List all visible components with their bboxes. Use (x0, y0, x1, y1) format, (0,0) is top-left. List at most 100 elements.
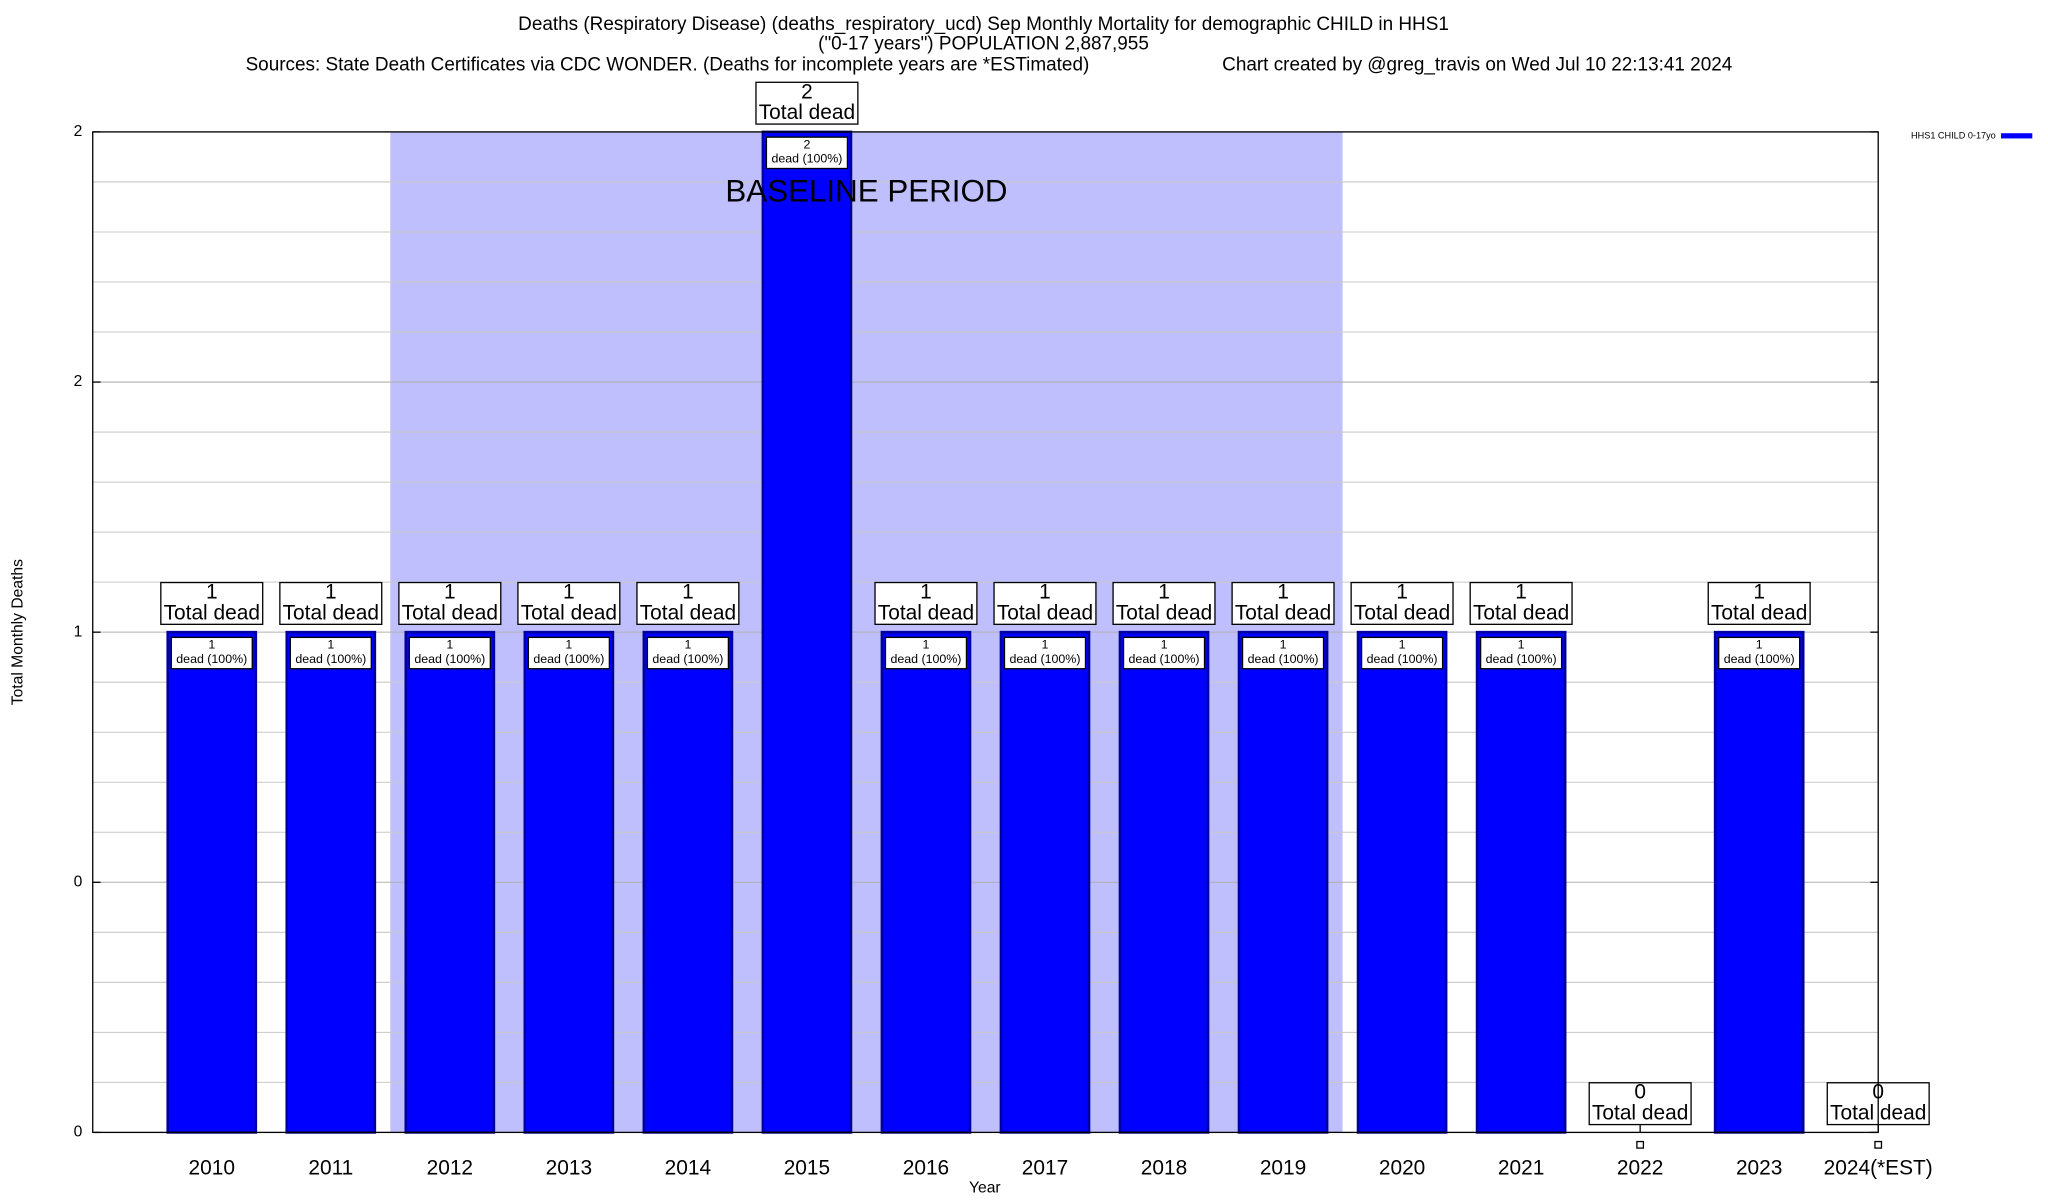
bar (523, 630, 615, 1134)
bar (404, 630, 496, 1134)
share-label-box (1241, 636, 1325, 670)
x-tick-label: 2015 (784, 1156, 830, 1179)
bar (1356, 630, 1448, 1134)
x-tick-label: 2016 (903, 1156, 949, 1179)
total-value-label: 1 (1515, 580, 1527, 603)
y-tick-label: 0 (74, 873, 83, 890)
total-label-box (993, 581, 1097, 625)
share-label: dead (100%) (414, 652, 485, 666)
bar (1713, 630, 1805, 1134)
share-label-box (289, 636, 372, 670)
share-label-box (527, 636, 611, 670)
share-value-label: 1 (1042, 638, 1049, 652)
total-value-label: 1 (1396, 580, 1408, 603)
share-label-box (765, 136, 849, 170)
chart-subtitle: ("0-17 years") POPULATION 2,887,955 (818, 33, 1149, 54)
chart-title: Deaths (Respiratory Disease) (deaths_res… (518, 14, 1449, 35)
legend-swatch (2000, 133, 2033, 139)
x-tick-label: 2022 (1617, 1156, 1663, 1179)
share-value-label: 1 (923, 638, 930, 652)
total-value-label: 0 (1634, 1081, 1646, 1104)
total-value-label: 1 (444, 580, 456, 603)
share-label: dead (100%) (533, 652, 604, 666)
x-tick-label: 2024(*EST) (1824, 1156, 1933, 1179)
chart-credit: Chart created by @greg_travis on Wed Jul… (1222, 54, 1732, 75)
share-value-label: 1 (684, 638, 691, 652)
x-tick-label: 2023 (1736, 1156, 1782, 1179)
bar (1874, 1140, 1883, 1149)
y-axis-label: Total Monthly Deaths (9, 559, 26, 705)
x-tick-label: 2014 (665, 1156, 711, 1179)
total-label: Total dead (759, 101, 855, 124)
chart-source: Sources: State Death Certificates via CD… (246, 54, 1090, 75)
x-axis-label: Year (969, 1180, 1001, 1197)
share-label-box (1718, 636, 1801, 670)
share-label: dead (100%) (1367, 652, 1438, 666)
share-label: dead (100%) (1486, 652, 1557, 666)
total-label-box (1707, 581, 1811, 625)
total-label-box (755, 81, 859, 125)
total-label-box (1350, 581, 1454, 625)
share-label: dead (100%) (1724, 652, 1795, 666)
share-value-label: 1 (565, 638, 572, 652)
share-label-box (408, 636, 491, 670)
total-label: Total dead (283, 601, 379, 624)
bar (999, 630, 1091, 1134)
bar (1475, 630, 1567, 1134)
total-label-box (517, 581, 621, 625)
bar (1118, 630, 1210, 1134)
share-label-box (170, 636, 253, 670)
total-label-box (1231, 581, 1335, 625)
total-label: Total dead (1354, 601, 1450, 624)
share-value-label: 1 (1399, 638, 1406, 652)
x-tick-label: 2013 (546, 1156, 592, 1179)
bar (880, 630, 972, 1134)
share-label-box (1122, 636, 1206, 670)
total-label-box (160, 581, 264, 625)
total-value-label: 2 (801, 80, 813, 103)
x-tick-label: 2017 (1022, 1156, 1068, 1179)
y-tick-label: 2 (74, 373, 83, 390)
total-label: Total dead (164, 601, 260, 624)
x-tick-label: 2010 (189, 1156, 235, 1179)
bar (285, 630, 377, 1134)
total-label-box (398, 581, 502, 625)
total-label: Total dead (402, 601, 498, 624)
share-label-box (884, 636, 968, 670)
y-tick-label: 0 (74, 1124, 83, 1141)
total-label: Total dead (521, 601, 617, 624)
share-value-label: 1 (1280, 638, 1287, 652)
total-value-label: 1 (563, 580, 575, 603)
total-value-label: 1 (1753, 580, 1765, 603)
share-label: dead (100%) (652, 652, 723, 666)
share-value-label: 1 (1518, 638, 1525, 652)
bar (166, 630, 258, 1134)
total-value-label: 1 (682, 580, 694, 603)
total-label: Total dead (1116, 601, 1212, 624)
total-value-label: 1 (920, 580, 932, 603)
x-tick-label: 2020 (1379, 1156, 1425, 1179)
plot-frame (92, 131, 1879, 1134)
share-label: dead (100%) (176, 652, 247, 666)
share-label-box (1479, 636, 1563, 670)
share-value-label: 1 (208, 638, 215, 652)
share-label: dead (100%) (1010, 652, 1081, 666)
total-label-box (636, 581, 740, 625)
total-label: Total dead (997, 601, 1093, 624)
total-value-label: 1 (206, 580, 218, 603)
share-value-label: 1 (446, 638, 453, 652)
y-tick-label: 1 (74, 623, 83, 640)
baseline-label: BASELINE PERIOD (725, 174, 1007, 209)
share-label: dead (100%) (1129, 652, 1200, 666)
total-value-label: 1 (1039, 580, 1051, 603)
bar (761, 130, 853, 1134)
x-tick-label: 2011 (308, 1156, 353, 1179)
x-tick-label: 2021 (1498, 1156, 1544, 1179)
total-label: Total dead (1235, 601, 1331, 624)
total-value-label: 1 (1158, 580, 1170, 603)
x-tick-label: 2019 (1260, 1156, 1306, 1179)
total-label-box (1469, 581, 1573, 625)
total-label-box (279, 581, 383, 625)
total-label-box (1112, 581, 1216, 625)
